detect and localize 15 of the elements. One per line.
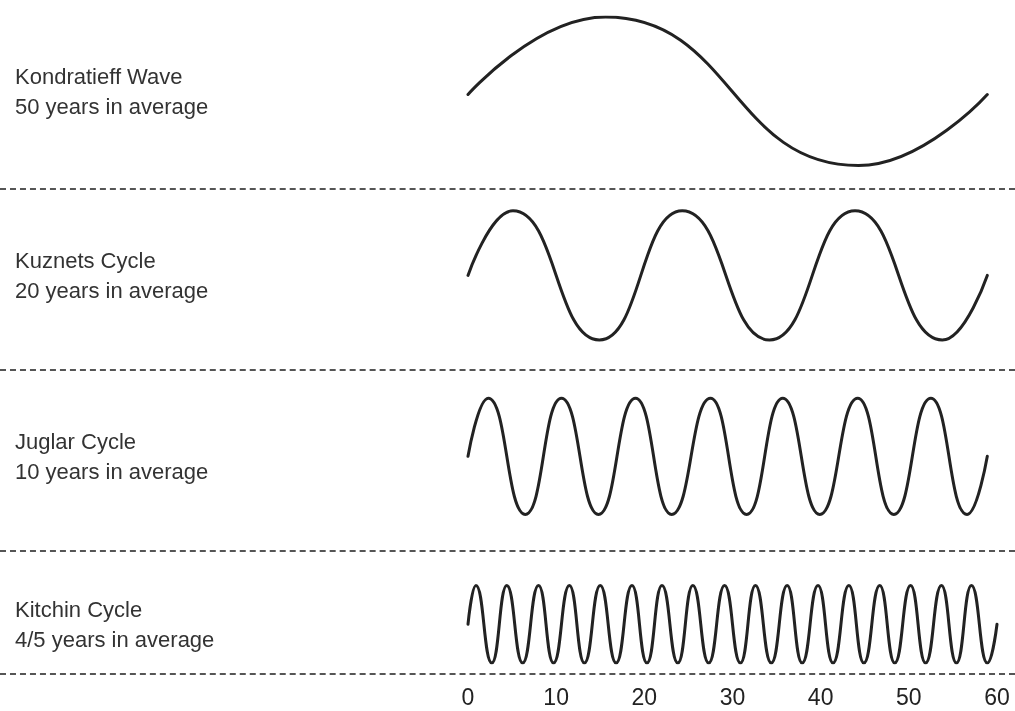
text: 50 years in average <box>15 93 209 119</box>
text: 4/5 years in average <box>15 626 215 652</box>
text: 20 years in average <box>15 277 209 303</box>
x-tick-label: 30 <box>719 683 746 710</box>
x-tick-label: 20 <box>631 683 658 710</box>
text: Juglar Cycle <box>15 428 137 454</box>
text: Kitchin Cycle <box>15 596 143 622</box>
text: Kuznets Cycle <box>15 247 156 273</box>
x-tick-label: 0 <box>461 683 475 710</box>
x-tick-label: 40 <box>807 683 834 710</box>
x-tick-label: 10 <box>543 683 569 710</box>
text: 10 years in average <box>15 458 209 484</box>
x-tick-label: 50 <box>896 683 922 710</box>
text: Kondratieff Wave <box>15 63 183 89</box>
x-tick-label: 60 <box>984 683 1010 710</box>
